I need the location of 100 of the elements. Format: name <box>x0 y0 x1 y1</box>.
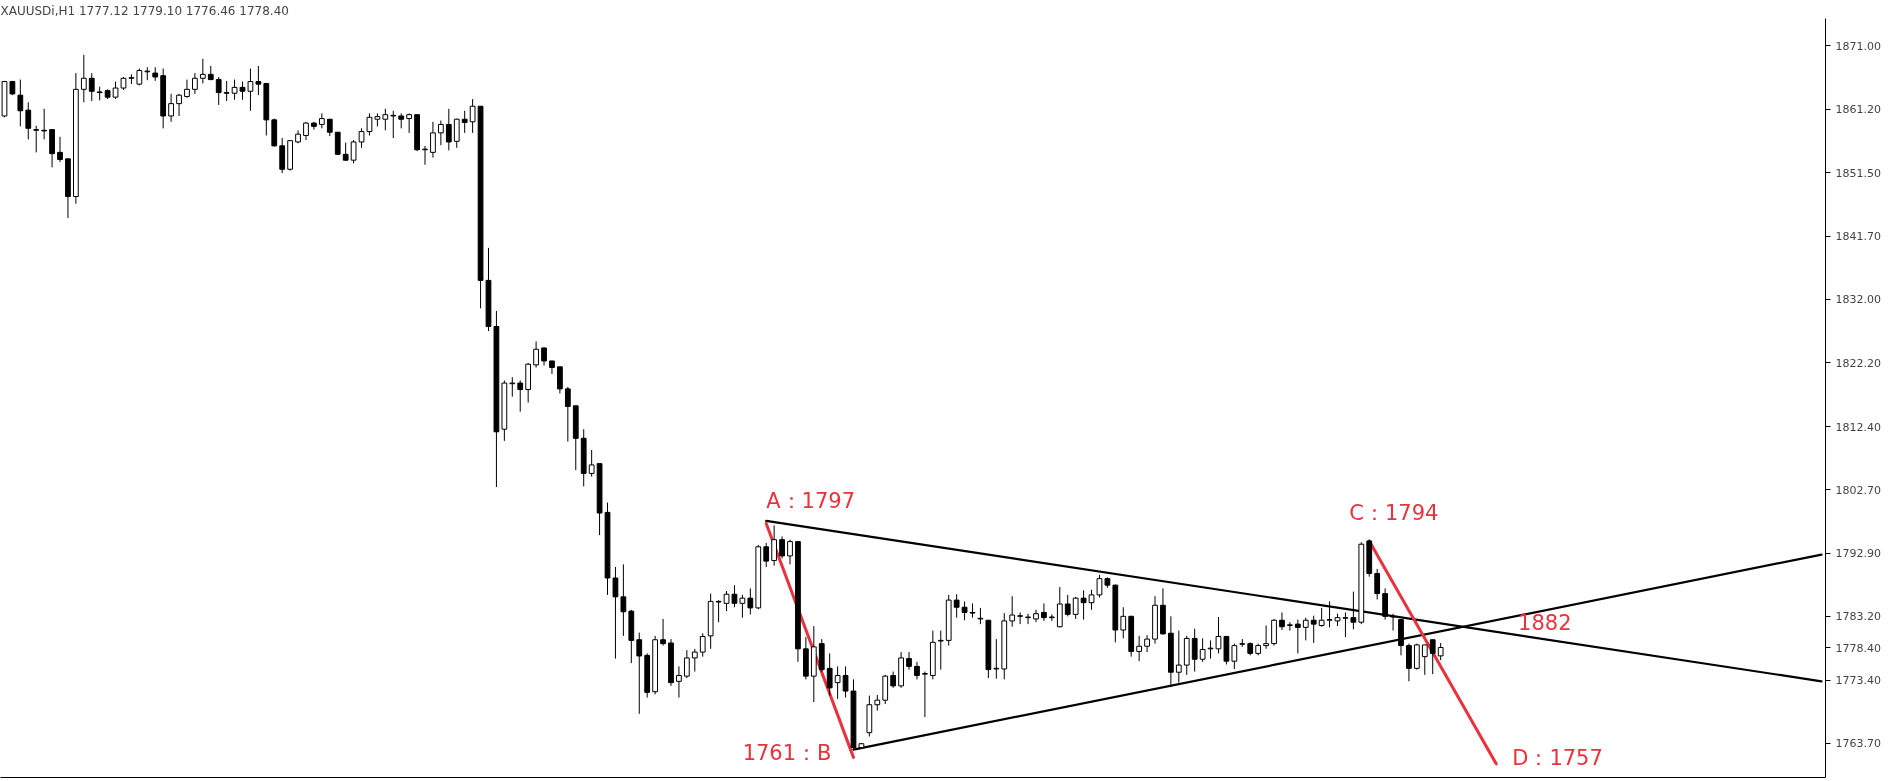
candlestick <box>1390 613 1396 632</box>
candlestick <box>33 125 40 153</box>
candlestick <box>318 112 325 129</box>
candlestick <box>406 112 413 134</box>
candlestick <box>993 638 1000 680</box>
candlestick <box>1318 607 1325 628</box>
y-tick-label: 1778.40 <box>1835 641 1881 655</box>
candlestick <box>699 632 706 658</box>
annotation: A：1797 <box>766 489 856 514</box>
candlestick <box>541 346 547 367</box>
candlestick <box>1175 630 1182 684</box>
candlestick <box>1302 617 1309 641</box>
candlestick <box>1263 624 1269 650</box>
candlestick <box>1271 618 1277 647</box>
candlestick <box>715 599 722 623</box>
candlestick <box>41 108 48 140</box>
candlestick <box>1413 643 1420 671</box>
candlestick <box>1080 589 1087 621</box>
annotation: 1761：B <box>742 741 832 766</box>
candlestick <box>1382 587 1388 621</box>
candlestick <box>1279 611 1285 631</box>
y-tick-label: 1812.40 <box>1835 420 1881 434</box>
candlestick <box>438 120 444 146</box>
candlestick <box>334 131 341 156</box>
candlestick <box>80 54 87 103</box>
candlestick <box>1120 606 1127 639</box>
candlestick <box>350 139 357 164</box>
candlestick <box>636 632 643 715</box>
candlestick <box>557 366 563 394</box>
candlestick <box>192 72 198 95</box>
candlestick <box>787 539 793 565</box>
candlestick <box>1406 643 1412 682</box>
candlestick <box>1231 643 1238 670</box>
candlestick <box>1429 639 1436 675</box>
candlestick <box>779 535 785 560</box>
candlestick <box>620 563 627 637</box>
y-tick-label: 1773.40 <box>1835 674 1881 688</box>
candlestick <box>826 652 833 697</box>
candlestick <box>422 145 428 166</box>
candlestick <box>1310 615 1317 644</box>
candlestick <box>382 108 389 131</box>
candlestick <box>834 665 841 700</box>
y-tick-label: 1832.00 <box>1835 293 1881 307</box>
candlestick <box>57 136 63 163</box>
y-tick-label: 1763.70 <box>1835 737 1881 751</box>
candlestick <box>763 542 770 568</box>
annotation: D：1757 <box>1512 745 1603 770</box>
candlestick <box>430 121 436 159</box>
candlestick <box>509 376 516 398</box>
candlestick <box>1048 613 1055 622</box>
candlestick <box>1136 635 1143 662</box>
y-tick-label: 1861.20 <box>1835 103 1881 117</box>
candlestick <box>676 665 682 699</box>
candlestick <box>842 665 849 699</box>
candlestick <box>1350 591 1357 630</box>
candlestick <box>469 98 476 134</box>
candlestick <box>1064 594 1071 617</box>
y-tick-label: 1792.90 <box>1835 547 1881 561</box>
candlestick <box>937 630 944 671</box>
candlestick <box>1287 621 1293 632</box>
candlestick <box>1009 595 1016 628</box>
y-tick-label: 1851.50 <box>1835 166 1881 180</box>
candlestick <box>533 340 539 368</box>
candlestick <box>612 566 619 660</box>
y-tick-label: 1822.20 <box>1835 356 1881 370</box>
candlestick <box>922 671 928 718</box>
y-tick-label: 1783.20 <box>1835 610 1881 624</box>
candlestick <box>517 379 524 413</box>
candlestick <box>390 110 397 139</box>
annotation: C：1794 <box>1349 500 1439 525</box>
y-tick-label: 1871.00 <box>1835 39 1881 53</box>
candlestick <box>88 72 95 102</box>
candlestick <box>953 593 960 619</box>
candlestick <box>279 137 286 174</box>
candlestick <box>747 587 754 615</box>
candlestick <box>739 594 746 619</box>
candlestick <box>1041 602 1047 622</box>
candlestick <box>223 80 230 102</box>
candlestick <box>1144 634 1150 653</box>
candlestick <box>1017 611 1023 625</box>
candlestick <box>771 524 778 567</box>
y-tick-label: 1841.70 <box>1835 230 1881 244</box>
candlestick <box>1191 628 1198 673</box>
candlestick <box>17 79 24 127</box>
candlestick <box>564 386 571 443</box>
candlestick <box>906 651 912 671</box>
candlestick <box>199 58 206 84</box>
candlestick <box>588 449 595 478</box>
candlestick <box>1374 568 1381 600</box>
candlestick <box>683 649 690 679</box>
candlestick <box>453 118 460 149</box>
candlestick <box>691 648 698 673</box>
candlestick <box>1199 637 1206 663</box>
candlestick <box>176 93 182 117</box>
annotation: 1882 <box>1518 610 1572 635</box>
candlestick <box>1294 619 1301 654</box>
candlestick <box>25 101 32 140</box>
y-tick-label: 1802.70 <box>1835 483 1881 497</box>
candlestick <box>461 110 468 134</box>
chart-title: XAUUSDi,H1 1777.12 1779.10 1776.46 1778.40 <box>0 3 289 18</box>
